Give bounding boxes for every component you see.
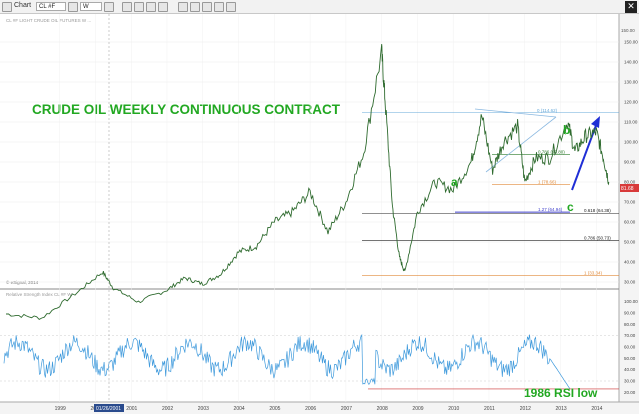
fibonacci-level-label: 0.786 (50.73) bbox=[584, 236, 611, 241]
time-tick-label: 2011 bbox=[484, 406, 495, 412]
price-tick-label: 110.00 bbox=[624, 120, 638, 125]
price-tick-label: 120.00 bbox=[624, 100, 638, 105]
interval-dropdown-icon[interactable] bbox=[104, 2, 114, 12]
price-tick-label: 100.00 bbox=[624, 140, 638, 145]
time-tick-label: 2003 bbox=[198, 406, 209, 412]
time-tick-label: 2006 bbox=[305, 406, 316, 412]
price-tick-label: 40.00 bbox=[624, 260, 636, 265]
time-tick-label: 2012 bbox=[520, 406, 531, 412]
rsi-annotation: 1986 RSI low bbox=[524, 386, 598, 400]
fibonacci-level-label: 0.618 (64.38) bbox=[584, 208, 611, 213]
rsi-title: Relative Strength Index CL #F W bbox=[6, 292, 72, 297]
fibonacci-level-label: 0 (114.62) bbox=[537, 108, 558, 113]
study-icon[interactable] bbox=[178, 2, 188, 12]
time-tick-label: 2007 bbox=[341, 406, 352, 412]
symbol-input[interactable]: CL #F bbox=[36, 2, 66, 11]
rsi-tick-label: 20.00 bbox=[624, 390, 636, 395]
last-price-label: 81.68 bbox=[621, 186, 634, 192]
rsi-tick-label: 80.00 bbox=[624, 322, 636, 327]
price-tick-label: 90.00 bbox=[624, 160, 636, 165]
window-label: Chart bbox=[14, 2, 32, 9]
time-tick-label: 2010 bbox=[448, 406, 459, 412]
zoom-out-icon[interactable] bbox=[158, 2, 168, 12]
price-tick-label: 60.00 bbox=[624, 220, 636, 225]
rsi-tick-label: 30.00 bbox=[624, 379, 636, 384]
time-tick-label: 2001 bbox=[126, 406, 137, 412]
last-price-marker bbox=[620, 184, 639, 192]
scale-top-label: 150.00 bbox=[621, 28, 635, 33]
rsi-tick-label: 50.00 bbox=[624, 356, 636, 361]
fibonacci-level-label: 0.786 (93.80) bbox=[538, 149, 565, 154]
price-tick-label: 70.00 bbox=[624, 200, 636, 205]
arrowhead-icon bbox=[591, 116, 600, 128]
chart-icon[interactable] bbox=[2, 2, 12, 12]
time-tick-label: 2004 bbox=[234, 406, 245, 412]
print-icon[interactable] bbox=[226, 2, 236, 12]
zoom-in-icon[interactable] bbox=[146, 2, 156, 12]
rsi-series-line bbox=[3, 333, 571, 390]
wave-label-c: c bbox=[567, 200, 574, 214]
interval-input[interactable]: W bbox=[80, 2, 102, 11]
price-axis-background bbox=[619, 14, 639, 414]
triangle-upper-line bbox=[474, 108, 557, 118]
wave-labels: a b c bbox=[451, 123, 574, 214]
fibonacci-level-label: 1 (78.66) bbox=[538, 180, 557, 185]
wave-label-b: b bbox=[563, 123, 570, 137]
close-icon[interactable]: ✕ bbox=[625, 1, 637, 13]
price-panel-background bbox=[0, 14, 619, 288]
rsi-tick-label: 90.00 bbox=[624, 311, 636, 316]
chart-title: CRUDE OIL WEEKLY CONTINUOUS CONTRACT bbox=[32, 102, 341, 117]
time-tick-label: 2014 bbox=[591, 406, 602, 412]
time-tick-label: 2013 bbox=[556, 406, 567, 412]
price-tick-label: 50.00 bbox=[624, 240, 636, 245]
symbol-dropdown-icon[interactable] bbox=[68, 2, 78, 12]
time-axis-background bbox=[0, 402, 639, 414]
price-tick-label: 80.00 bbox=[624, 180, 636, 185]
price-tick-label: 130.00 bbox=[624, 80, 638, 85]
rsi-tick-label: 40.00 bbox=[624, 367, 636, 372]
link-icon[interactable] bbox=[214, 2, 224, 12]
fibonacci-level-label: 1.27 (64.94) bbox=[538, 207, 563, 212]
time-tick-label: 2005 bbox=[269, 406, 280, 412]
rsi-tick-label: 100.00 bbox=[624, 299, 638, 304]
price-tick-label: 30.00 bbox=[624, 280, 636, 285]
rsi-tick-label: 60.00 bbox=[624, 345, 636, 350]
time-tick-label: 2002 bbox=[162, 406, 173, 412]
fibonacci-level-label: 1 (33.34) bbox=[584, 270, 603, 275]
draw-tool-icon[interactable] bbox=[122, 2, 132, 12]
price-tick-label: 150.00 bbox=[624, 40, 638, 45]
cursor-tool-icon[interactable] bbox=[134, 2, 144, 12]
price-series-line bbox=[6, 44, 610, 320]
rsi-tick-label: 70.00 bbox=[624, 333, 636, 338]
color-icon[interactable] bbox=[190, 2, 200, 12]
price-tick-label: 140.00 bbox=[624, 60, 638, 65]
wave-label-a: a bbox=[451, 175, 458, 189]
chart-header-text: CL #F LIGHT CRUDE OIL FUTURES W ... bbox=[6, 18, 91, 23]
time-tick-label: 2008 bbox=[377, 406, 388, 412]
time-tick-label: 2009 bbox=[412, 406, 423, 412]
settings-icon[interactable] bbox=[202, 2, 212, 12]
cursor-date-badge bbox=[94, 404, 124, 412]
time-tick-label: 1999 bbox=[55, 406, 66, 412]
chart-toolbar: Chart CL #F W ✕ bbox=[0, 0, 639, 14]
cursor-date-label: 01/26/2001 bbox=[96, 406, 121, 412]
